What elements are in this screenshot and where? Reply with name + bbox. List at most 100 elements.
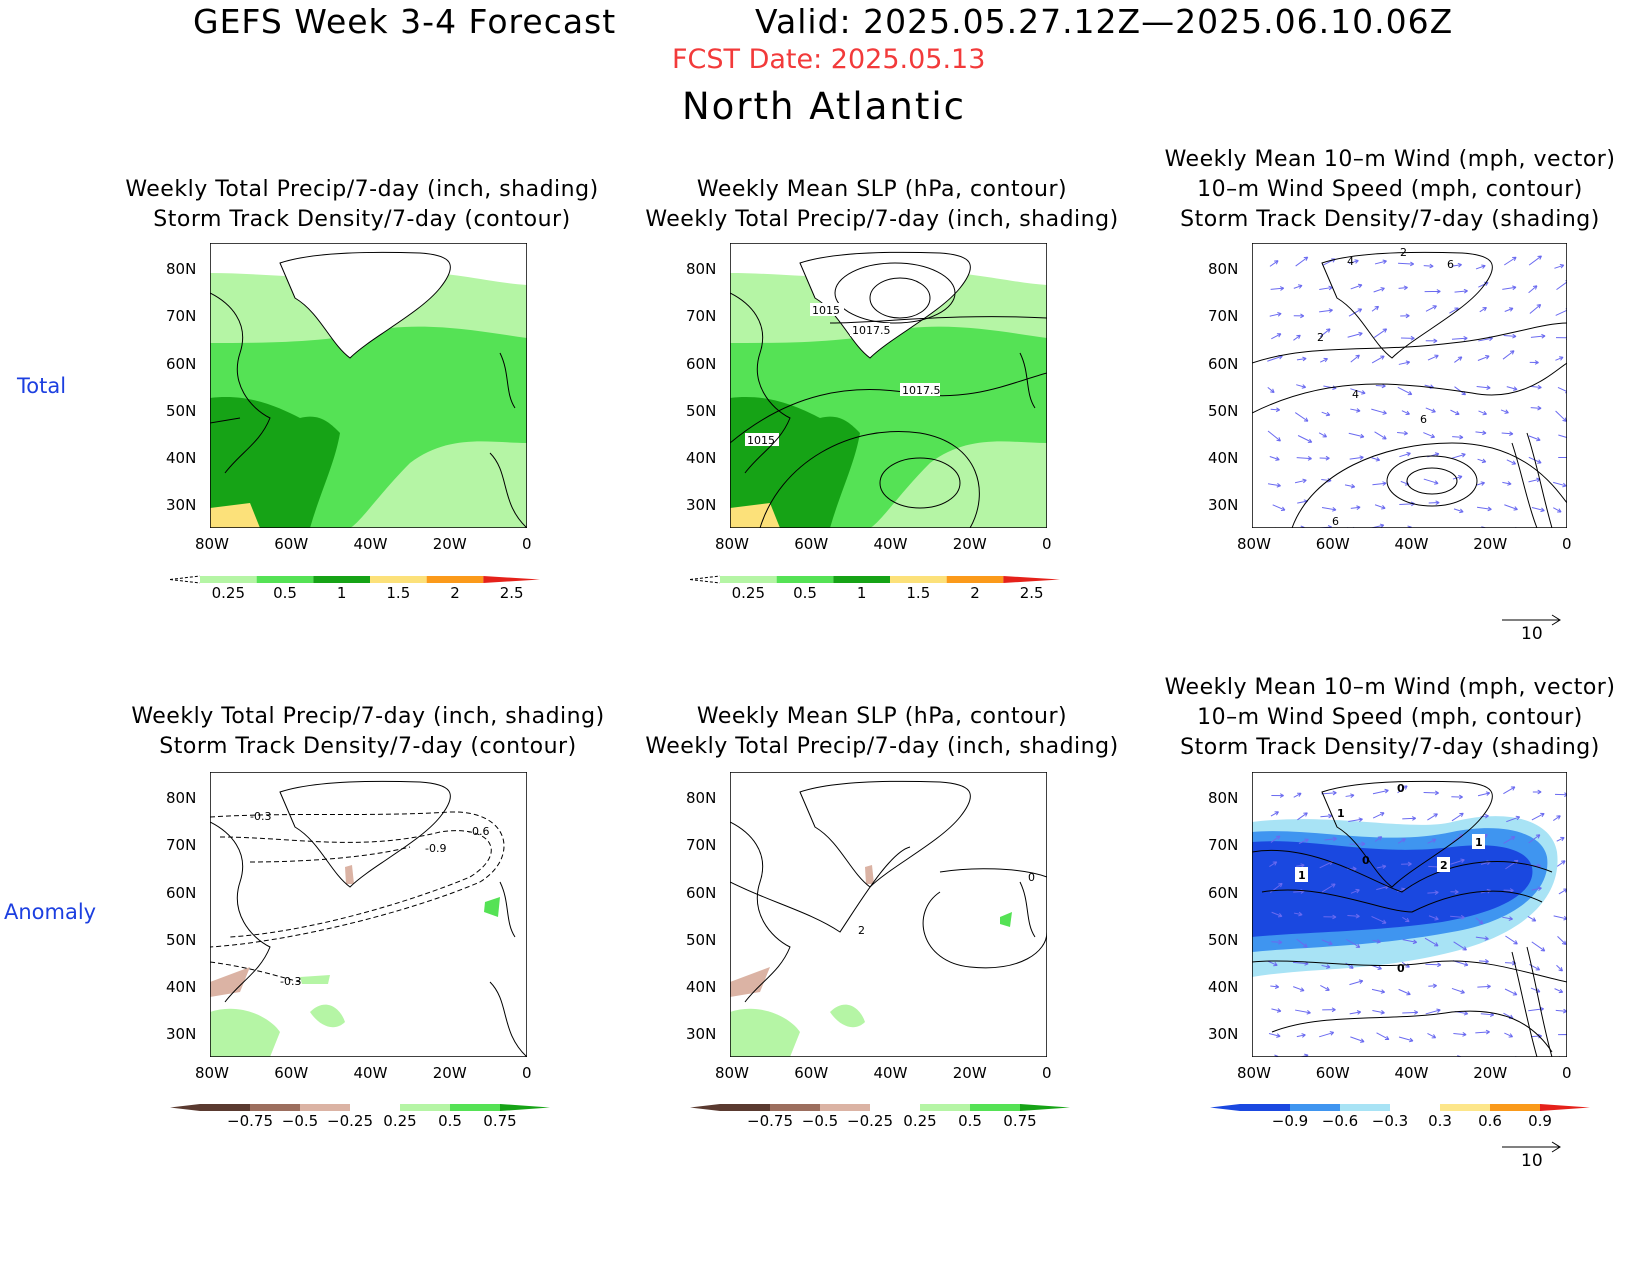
wind-vector (1554, 988, 1564, 994)
wind-vector (1349, 841, 1366, 847)
wind-vector (1557, 936, 1567, 946)
wind-vector (1451, 987, 1465, 994)
precip-shading (730, 271, 1047, 528)
panel-title-precip-anom: Weekly Total Precip/7-day (inch, shading… (131, 704, 605, 759)
lon-tick-label: 80W (715, 1064, 749, 1082)
colorbar-label: 2.5 (500, 584, 524, 602)
wind-speed-contours (1252, 322, 1567, 528)
lon-tick-label: 80W (715, 535, 749, 553)
wind-vector (1554, 263, 1565, 269)
greenland-landmass (279, 251, 451, 359)
wind-vector (1373, 328, 1388, 338)
wind-vector (1398, 988, 1411, 996)
wind-vector (1401, 861, 1412, 867)
coastlines (210, 292, 527, 528)
svg-text:1015: 1015 (747, 434, 775, 447)
lon-tick-label: 40W (1394, 535, 1429, 553)
region-title: North Atlantic (682, 85, 966, 128)
wind-vector (1453, 941, 1467, 951)
colorbar-label: −0.9 (1272, 1112, 1308, 1130)
wind-vector (1346, 938, 1361, 948)
wind-vector (1530, 405, 1542, 411)
lat-tick-label: 70N (686, 307, 717, 325)
map-precip-anom: -0.3 -0.6 -0.9 -0.3 (210, 772, 527, 1057)
wind-vector (1425, 407, 1436, 413)
lon-tick-label: 0 (1562, 1064, 1572, 1082)
wind-vector (1428, 915, 1439, 921)
lon-tick-label: 20W (1473, 535, 1508, 553)
wind-vector (1347, 913, 1360, 919)
lon-tick-label: 0 (522, 1064, 532, 1082)
panel-title-slp-anom: Weekly Mean SLP (hPa, contour) Weekly Tot… (645, 704, 1119, 759)
wind-vector (1556, 836, 1565, 842)
wind-vector (1402, 816, 1417, 821)
colorbar-label: 0.5 (958, 1112, 982, 1130)
wind-vector (1502, 481, 1512, 486)
wind-vector (1270, 984, 1280, 989)
colorbar-swatch (250, 1104, 300, 1111)
colorbar-swatch (370, 576, 427, 583)
reference-vector-label: 10 (1521, 1151, 1543, 1171)
map-wind-anom: 0 1 2 1 1 0 0 (1252, 772, 1567, 1057)
svg-text:-0.9: -0.9 (425, 842, 446, 855)
wind-vector (1371, 408, 1387, 415)
wind-vector (1350, 354, 1360, 363)
lat-tick-label: 60N (166, 355, 197, 373)
svg-text:0: 0 (1028, 871, 1035, 884)
wind-vector (1271, 1008, 1282, 1013)
wind-vector (1323, 914, 1337, 920)
wind-vector (1558, 456, 1567, 459)
lat-tick-label: 50N (166, 402, 197, 420)
wind-vector (1528, 834, 1541, 844)
wind-vector (1398, 360, 1411, 366)
lat-tick-label: 60N (166, 884, 197, 902)
wind-vector (1506, 386, 1518, 391)
svg-text:1015: 1015 (812, 304, 840, 317)
svg-text:1: 1 (1337, 807, 1345, 820)
colorbar-swatch (256, 576, 314, 583)
wind-vector (1423, 432, 1436, 439)
colorbar-swatch (313, 576, 370, 583)
lon-tick-label: 60W (274, 1064, 309, 1082)
wind-vector (1321, 790, 1337, 796)
wind-vector (1348, 817, 1363, 823)
colorbar-label: 2 (970, 584, 980, 602)
wind-vector (1319, 455, 1330, 461)
colorbar-label: −0.3 (1372, 1112, 1408, 1130)
wind-vector (1529, 304, 1542, 314)
wind-vector (1504, 256, 1517, 266)
wind-vector (1344, 483, 1356, 489)
panel-title-wind-anom: Weekly Mean 10–m Wind (mph, vector) 10–m … (1164, 675, 1616, 760)
wind-vector (1345, 793, 1355, 799)
lat-tick-label: 70N (166, 836, 197, 854)
wind-vector (1475, 430, 1487, 436)
wind-vector (1371, 915, 1387, 924)
greenland-outline (1321, 780, 1493, 888)
wind-vector (1527, 916, 1537, 922)
svg-text:0: 0 (1362, 854, 1370, 867)
lat-tick-label: 40N (166, 978, 197, 996)
wind-vector (1267, 960, 1278, 967)
wind-vector (1553, 481, 1567, 488)
wind-vector (1322, 1007, 1336, 1013)
wind-vector (1531, 941, 1546, 952)
slp-contour-labels: 1015 1017.5 1017.5 1015 (745, 303, 941, 447)
wind-vector (1554, 792, 1567, 797)
wind-vector (1428, 500, 1440, 506)
lat-tick-label: 40N (686, 978, 717, 996)
reference-vector-label: 10 (1521, 624, 1543, 644)
wind-vector (1451, 262, 1462, 268)
wind-vector (1294, 478, 1307, 484)
wind-vector (1297, 435, 1313, 443)
colorbar-label: 0.3 (1428, 1112, 1452, 1130)
wind-vector (1557, 387, 1567, 394)
wind-vector (1501, 431, 1514, 436)
wind-vector (1371, 988, 1386, 994)
storm-track-contours (210, 811, 505, 983)
wind-vector (1427, 354, 1439, 361)
wind-vector (1349, 979, 1364, 986)
wind-vector (1267, 482, 1281, 488)
lat-tick-label: 80N (1208, 260, 1239, 278)
wind-vector (1425, 338, 1438, 344)
wind-vector (1399, 451, 1411, 458)
